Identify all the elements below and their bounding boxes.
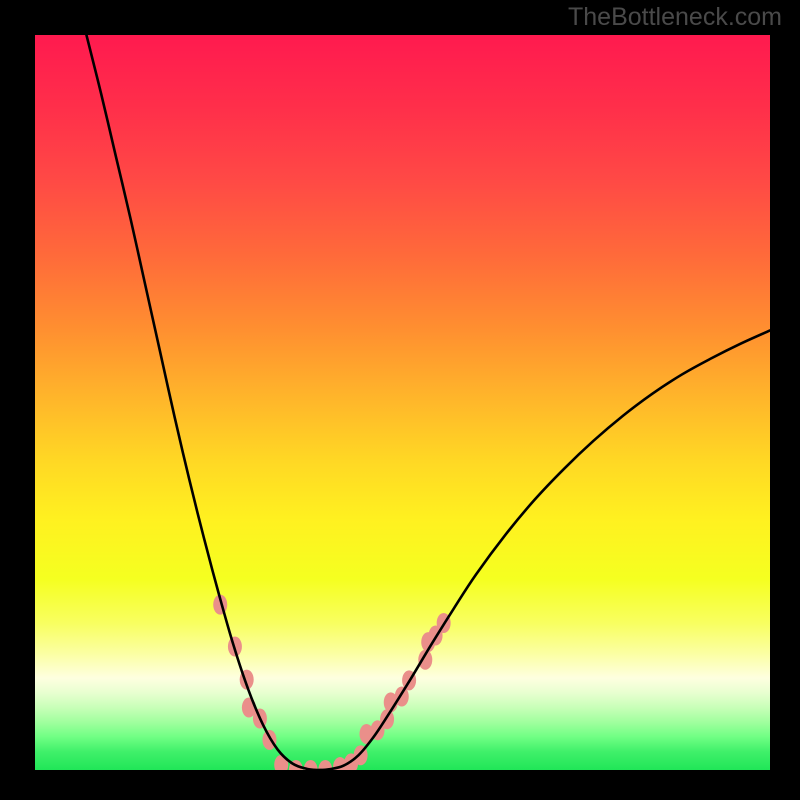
markers-left-branch (213, 595, 276, 750)
plot-area (35, 35, 770, 770)
chart-stage: TheBottleneck.com (0, 0, 800, 800)
curves-layer (35, 35, 770, 770)
curve-left-branch (86, 35, 318, 770)
markers-valley-bottom (274, 753, 358, 770)
watermark-text: TheBottleneck.com (568, 3, 782, 32)
